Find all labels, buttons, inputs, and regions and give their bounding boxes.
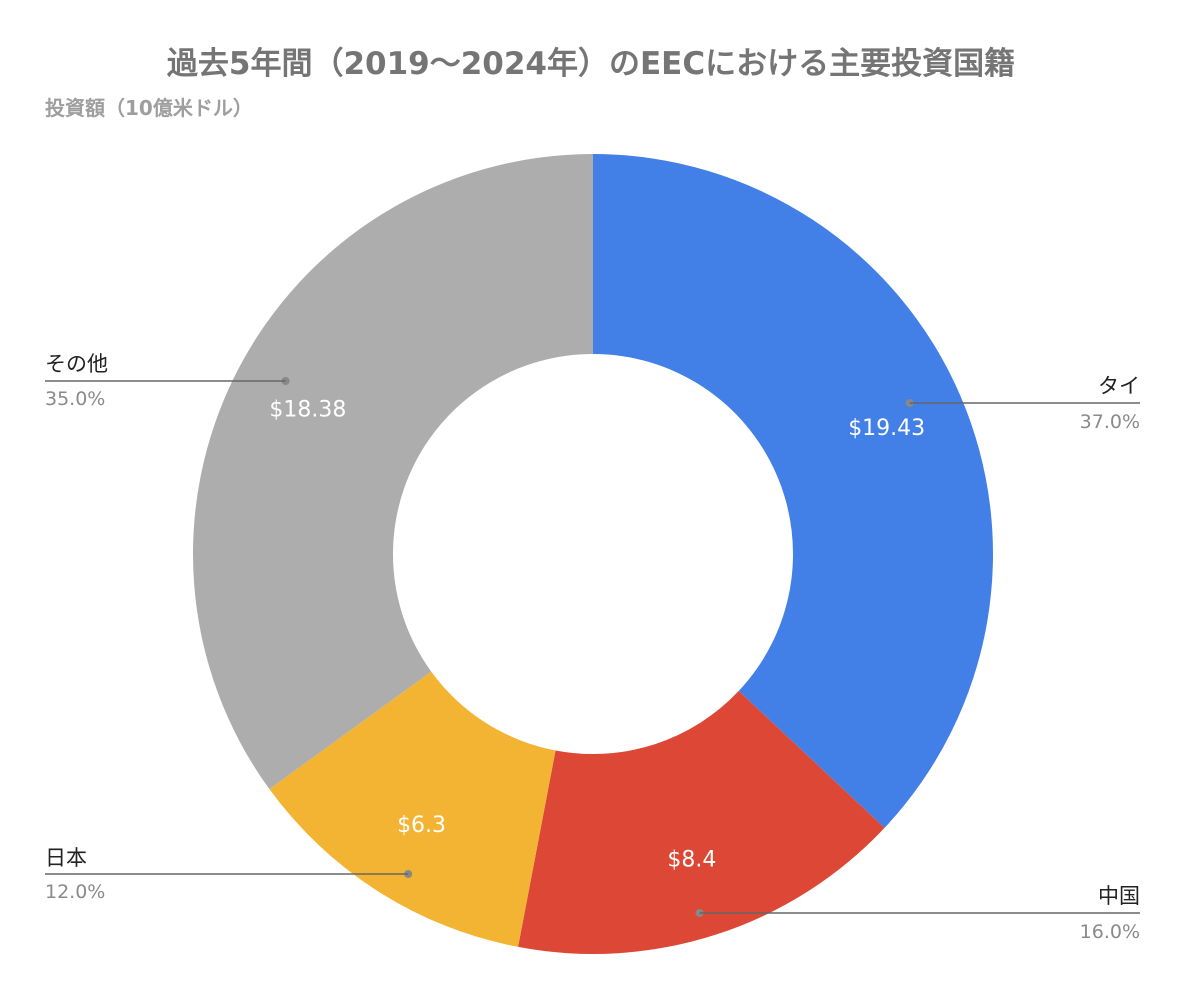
slice-2 [518, 690, 885, 954]
slice-value-label-3: $6.3 [397, 813, 446, 838]
legend-percent-1: 37.0% [1080, 411, 1140, 433]
legend-leaders-group [45, 377, 1140, 917]
slice-value-label-2: $8.4 [667, 847, 716, 872]
value-labels-group: $19.43 $8.4 $6.3 $18.38 [269, 398, 925, 873]
slice-4 [192, 154, 593, 790]
slices-group [192, 154, 993, 954]
legend-percent-3: 12.0% [45, 881, 105, 903]
slice-1 [593, 154, 993, 828]
slice-value-label-1: $19.43 [848, 416, 925, 441]
slice-value-label-4: $18.38 [269, 398, 346, 423]
legend-name-1: タイ [1098, 374, 1140, 398]
legend-name-4: その他 [45, 352, 108, 376]
chart-title: 過去5年間（2019〜2024年）のEECにおける主要投資国籍 [166, 46, 1016, 82]
legend-percent-2: 16.0% [1080, 921, 1140, 943]
legend-group: タイ 37.0% 中国 16.0% 日本 12.0% その他 35.0% [45, 352, 1140, 943]
chart-subtitle: 投資額（10億米ドル） [45, 96, 253, 120]
slice-3 [269, 671, 556, 947]
legend-percent-4: 35.0% [45, 388, 105, 410]
legend-name-2: 中国 [1098, 884, 1140, 908]
legend-name-3: 日本 [45, 846, 87, 870]
